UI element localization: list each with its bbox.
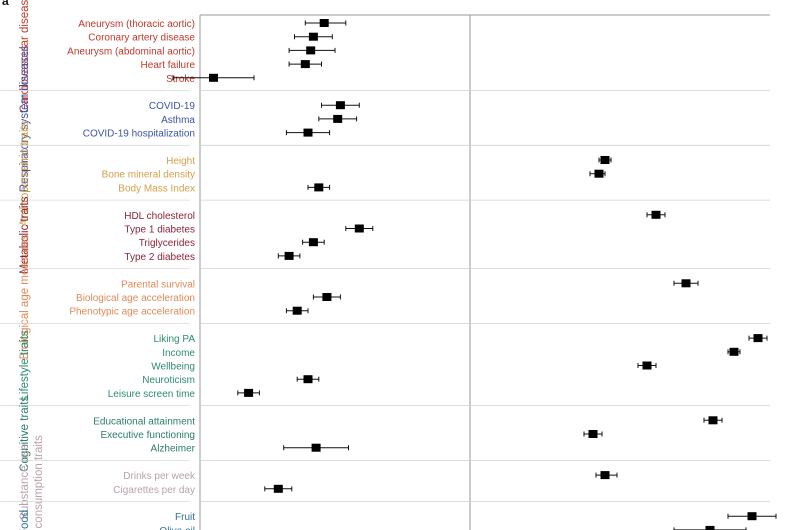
row-label: Heart failure (141, 60, 196, 71)
group-label: Biological age measures (19, 234, 31, 360)
row-label: Phenotypic age acceleration (69, 307, 195, 318)
row-label: Type 1 diabetes (124, 225, 195, 236)
estimate-point (308, 238, 318, 247)
estimate-point (244, 388, 254, 397)
group-label: Lifestyle traits (19, 330, 31, 401)
row-label: Neuroticism (142, 375, 195, 386)
estimate-point (753, 334, 763, 343)
row-label: Alzheimer (151, 444, 196, 455)
estimate-point (642, 361, 652, 370)
estimate-point (600, 156, 610, 164)
estimate-point (333, 114, 343, 123)
row-label: HDL cholesterol (124, 211, 195, 222)
group-label: Cardiovascular diseases (19, 0, 31, 113)
row-label: Bone mineral density (102, 170, 195, 181)
group-label: Respiratory system diseases (19, 45, 31, 192)
row-label: Fruit (175, 512, 195, 523)
estimate-point (311, 443, 321, 452)
row-label: Cigarettes per day (113, 485, 195, 496)
row-label: Wellbeing (151, 362, 195, 373)
group-label-line2: consumption traits (33, 435, 45, 529)
estimate-point (335, 101, 345, 110)
estimate-point (651, 210, 661, 219)
row-label: Parental survival (121, 279, 195, 290)
row-label: Executive functioning (100, 430, 195, 441)
estimate-point (322, 293, 332, 301)
estimate-point (303, 375, 313, 384)
row-label: Aneurysm (abdominal aortic) (67, 46, 195, 57)
row-label: Coronary artery disease (88, 33, 195, 44)
row-label: Type 2 diabetes (124, 252, 195, 263)
row-label: Body Mass Index (118, 183, 195, 194)
estimate-point (292, 306, 302, 315)
estimate-point (300, 60, 310, 69)
row-label: Olive oil (159, 526, 195, 530)
estimate-point (600, 471, 610, 480)
estimate-point (588, 430, 598, 438)
estimate-point (705, 525, 715, 530)
row-label: Educational attainment (93, 416, 195, 427)
group-label: Cognitive traits (19, 396, 31, 472)
estimate-point (354, 224, 364, 233)
estimate-point (314, 183, 324, 192)
row-label: Stroke (166, 74, 195, 85)
row-label: Income (162, 348, 195, 359)
estimate-point (747, 512, 757, 521)
estimate-point (594, 169, 604, 178)
estimate-point (708, 416, 718, 425)
row-label: COVID-19 hospitalization (83, 129, 195, 140)
row-label: Liking PA (153, 334, 195, 345)
row-label: Asthma (161, 115, 195, 126)
estimate-point (319, 19, 329, 27)
row-label: Biological age acceleration (76, 293, 195, 304)
panel-label: a (2, 0, 9, 8)
estimate-point (273, 484, 283, 493)
group-label: Food (19, 510, 31, 530)
estimate-point (308, 32, 318, 41)
estimate-point (284, 251, 294, 260)
group-label: Metabolic traits (19, 196, 31, 274)
estimate-point (729, 347, 739, 356)
estimate-point (209, 73, 218, 82)
row-label: Height (166, 156, 195, 167)
estimate-point (681, 279, 691, 288)
row-label: Leisure screen time (108, 389, 196, 400)
row-label: Aneurysm (thoracic aortic) (78, 19, 195, 30)
group-label: Substance use (19, 444, 31, 520)
row-label: Drinks per week (123, 471, 196, 482)
row-label: Triglycerides (139, 238, 195, 249)
estimate-point (303, 128, 313, 137)
estimate-point (306, 46, 316, 55)
row-label: COVID-19 (149, 101, 196, 112)
